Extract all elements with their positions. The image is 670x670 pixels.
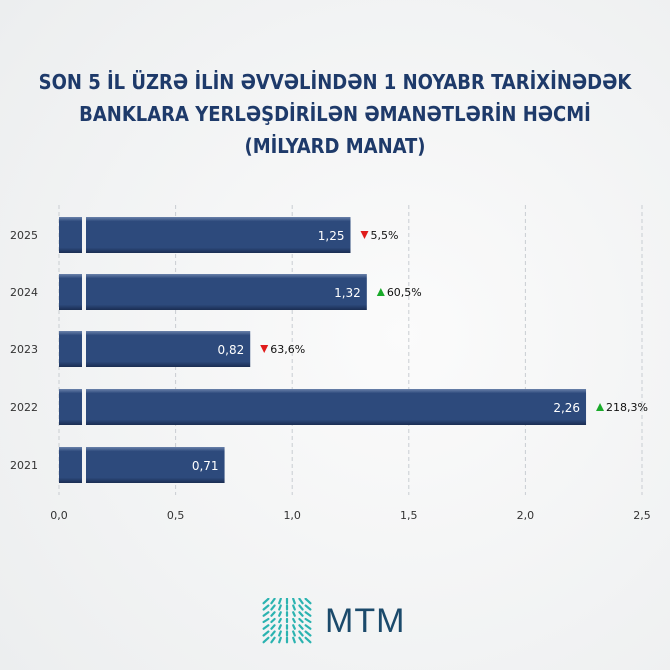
change-label: 218,3% bbox=[606, 401, 648, 414]
bar-value-label: 0,82 bbox=[218, 343, 245, 357]
bar-stub bbox=[59, 274, 82, 310]
mtm-logo-icon bbox=[262, 598, 312, 644]
x-tick-label: 1,5 bbox=[400, 509, 418, 522]
bar-chart: 0,0 0,5 1,0 1,5 2,0 2,5 2025 1,25 5,5% 2024 1,32 60… bbox=[10, 205, 651, 522]
bar-stub bbox=[59, 447, 82, 483]
bar-stub bbox=[59, 217, 82, 253]
x-tick-label: 1,0 bbox=[283, 509, 301, 522]
triangle-up-icon bbox=[596, 403, 605, 411]
y-tick-label: 2024 bbox=[10, 286, 38, 299]
y-tick-label: 2022 bbox=[10, 401, 38, 414]
title-line-1: SON 5 İL ÜZRƏ İLİN ƏVVƏLİNDƏN 1 NOYABR T… bbox=[38, 70, 632, 94]
bar bbox=[86, 447, 225, 483]
bar-value-label: 0,71 bbox=[192, 459, 219, 473]
title-line-2: BANKLARA YERLƏŞDİRİLƏN ƏMANƏTLƏRİN HƏCMİ bbox=[79, 102, 591, 126]
triangle-up-icon bbox=[376, 288, 385, 296]
bar-stub bbox=[59, 331, 82, 367]
y-tick-label: 2025 bbox=[10, 229, 38, 242]
chart-title: SON 5 İL ÜZRƏ İLİN ƏVVƏLİNDƏN 1 NOYABR T… bbox=[0, 66, 670, 162]
x-tick-label: 0,0 bbox=[50, 509, 68, 522]
x-tick-label: 0,5 bbox=[167, 509, 185, 522]
brand-name: MTM bbox=[325, 602, 406, 640]
change-label: 5,5% bbox=[371, 229, 399, 242]
title-line-3: (MİLYARD MANAT) bbox=[244, 134, 426, 158]
bar bbox=[86, 217, 351, 253]
change-label: 63,6% bbox=[270, 343, 305, 356]
bar-value-label: 2,26 bbox=[553, 401, 580, 415]
triangle-down-icon bbox=[360, 231, 369, 239]
y-tick-label: 2021 bbox=[10, 459, 38, 472]
bar bbox=[86, 331, 251, 367]
change-label: 60,5% bbox=[387, 286, 422, 299]
bar-value-label: 1,32 bbox=[334, 286, 361, 300]
x-tick-label: 2,0 bbox=[517, 509, 535, 522]
bar bbox=[86, 274, 367, 310]
x-tick-label: 2,5 bbox=[633, 509, 651, 522]
y-tick-label: 2023 bbox=[10, 343, 38, 356]
bar bbox=[86, 389, 587, 425]
triangle-down-icon bbox=[260, 345, 269, 353]
bar-stub bbox=[59, 389, 82, 425]
bar-value-label: 1,25 bbox=[318, 229, 345, 243]
